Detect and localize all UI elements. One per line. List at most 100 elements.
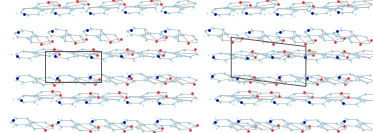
Point [172,80,178,82]
Point [272,3,278,5]
Point [342,82,348,84]
Point [338,37,344,39]
Point [309,96,315,98]
Point [270,42,276,44]
Point [87,76,93,78]
Point [138,34,144,36]
Point [332,40,338,42]
Point [325,33,330,35]
Point [102,99,108,101]
Point [246,58,252,60]
Point [361,100,367,102]
Point [251,103,257,105]
Point [186,76,192,78]
Point [88,28,94,30]
Point [20,50,26,52]
Point [78,11,84,13]
Point [354,119,360,121]
Point [224,33,230,35]
Point [51,26,57,29]
Point [104,99,110,101]
Point [39,14,45,16]
Point [192,2,198,4]
Point [250,96,256,98]
Point [221,72,227,74]
Point [87,26,93,28]
Point [276,36,282,38]
Point [100,58,106,60]
Point [137,102,143,104]
Point [345,37,351,39]
Point [276,95,282,97]
Point [46,76,52,78]
Point [269,98,275,100]
Point [80,38,86,41]
Point [167,118,173,120]
Point [11,116,17,118]
Point [38,43,44,45]
Point [270,57,276,59]
Point [30,51,36,53]
Point [84,29,90,31]
Point [234,129,240,131]
Point [141,123,147,126]
Point [140,13,145,15]
Point [124,35,130,37]
Point [148,53,154,55]
Point [235,97,241,99]
Point [152,124,158,126]
Point [118,122,124,124]
Point [42,121,48,123]
Point [76,99,82,101]
Point [222,59,228,61]
Point [237,119,243,121]
Point [110,0,116,1]
Point [288,13,294,15]
Point [160,97,166,99]
Point [245,36,251,38]
Point [299,122,305,125]
Point [86,102,92,104]
Point [246,91,252,93]
Point [334,128,340,131]
Point [211,117,217,119]
Point [257,92,263,94]
Point [229,57,235,59]
Point [92,119,98,121]
Point [300,1,306,3]
Point [18,99,23,101]
Point [70,80,76,82]
Point [352,34,358,37]
Point [296,35,302,37]
Point [288,122,294,124]
Point [269,55,275,58]
Point [131,59,137,62]
Point [128,34,134,36]
Point [155,98,161,100]
Point [275,3,281,5]
Point [333,54,339,57]
Point [180,34,186,36]
Point [335,130,341,132]
Point [368,3,373,5]
Point [236,127,242,129]
Point [303,83,308,85]
Point [361,0,367,2]
Point [310,83,316,85]
Point [353,103,359,105]
Point [191,49,197,51]
Point [69,119,75,121]
Point [305,29,311,31]
Point [242,32,248,34]
Point [190,6,196,8]
Point [93,78,99,81]
Point [232,74,238,76]
Point [175,40,181,42]
Point [35,13,41,15]
Point [152,7,158,9]
Point [95,126,101,128]
Point [156,126,162,128]
Point [301,54,307,56]
Point [117,53,123,55]
Point [323,77,329,79]
